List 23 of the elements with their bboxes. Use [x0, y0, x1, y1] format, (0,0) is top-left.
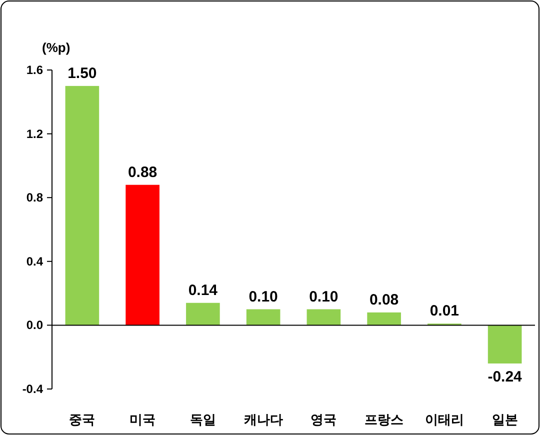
x-tick-label: 프랑스	[364, 412, 404, 427]
x-tick-label: 일본	[492, 412, 518, 427]
y-tick-label: -0.4	[22, 382, 44, 396]
data-label: 0.08	[369, 291, 399, 308]
y-tick-label: 1.6	[26, 63, 44, 77]
data-label: 0.10	[248, 288, 278, 306]
data-label: 0.10	[309, 288, 338, 306]
data-label: 0.88	[128, 164, 158, 181]
x-tick-label: 영국	[310, 412, 337, 427]
x-tick-label: 독일	[190, 412, 216, 427]
y-tick-label: 0.8	[26, 190, 44, 205]
x-tick-label: 캐나다	[244, 412, 283, 427]
y-tick-label: 1.2	[26, 126, 44, 141]
x-tick-label: 미국	[130, 412, 156, 427]
x-tick-label: 중국	[69, 412, 96, 427]
data-label: -0.24	[488, 368, 523, 386]
data-label: 1.50	[68, 64, 97, 82]
y-tick-label: 0.0	[26, 318, 44, 332]
data-label: 0.14	[188, 282, 218, 299]
y-axis-title: (%p)	[42, 40, 70, 55]
data-label: 0.01	[430, 302, 460, 320]
x-tick-label: 이태리	[424, 412, 464, 427]
y-tick-label: 0.4	[26, 254, 44, 268]
